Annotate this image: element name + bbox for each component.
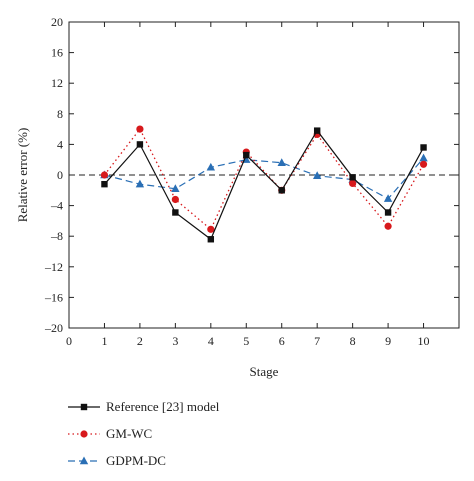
y-tick-label: –4 — [50, 199, 63, 213]
y-tick-label: 12 — [51, 76, 63, 90]
legend-item: GDPM-DC — [68, 453, 166, 468]
data-point — [420, 144, 427, 151]
data-point — [419, 160, 428, 168]
legend-label: GM-WC — [106, 426, 152, 441]
x-tick-label: 2 — [137, 334, 143, 348]
legend-label: GDPM-DC — [106, 453, 166, 468]
data-point — [206, 162, 216, 171]
data-point — [101, 180, 108, 188]
y-axis-label: Relative error (%) — [15, 128, 30, 223]
legend-marker — [80, 403, 88, 411]
y-tick-label: –8 — [50, 229, 63, 243]
x-tick-label: 6 — [279, 334, 285, 348]
x-tick-label: 7 — [314, 334, 320, 348]
data-point — [100, 171, 109, 179]
y-tick-label: 20 — [51, 15, 63, 29]
data-point — [207, 225, 215, 233]
series-1 — [100, 125, 428, 233]
y-tick-label: 4 — [57, 137, 63, 151]
data-point — [312, 171, 322, 179]
data-point — [243, 151, 250, 159]
x-axis-label: Stage — [250, 364, 279, 379]
data-point — [384, 209, 392, 216]
x-tick-label: 9 — [385, 334, 391, 348]
y-tick-label: –16 — [44, 290, 63, 304]
legend-marker — [80, 430, 88, 438]
series-layer — [100, 125, 428, 243]
data-point — [136, 125, 144, 133]
series-line — [104, 157, 424, 200]
series-line — [103, 127, 425, 231]
x-tick-label: 3 — [172, 334, 178, 348]
x-tick-label: 5 — [243, 334, 249, 348]
x-tick-label: 4 — [208, 334, 214, 348]
x-tick-label: 10 — [418, 334, 430, 348]
data-point — [207, 236, 215, 243]
data-point — [419, 153, 428, 162]
data-point — [171, 195, 179, 204]
x-axis-ticks: 0 1 2 3 4 5 6 7 8 9 10 — [66, 22, 430, 348]
data-point — [349, 174, 356, 181]
data-point — [384, 222, 392, 230]
data-point — [349, 179, 357, 188]
series-2 — [100, 153, 428, 202]
y-tick-label: –12 — [44, 260, 63, 274]
data-point — [278, 187, 285, 194]
data-point — [171, 184, 180, 192]
data-point — [383, 194, 393, 202]
data-point — [172, 209, 179, 216]
series-line — [104, 129, 425, 241]
legend-marker — [79, 456, 89, 465]
y-axis-ticks: –20 –16 –12 –8 –4 0 4 8 12 16 20 — [44, 15, 459, 335]
y-tick-label: 8 — [57, 107, 63, 121]
x-tick-label: 8 — [350, 334, 356, 348]
data-point — [313, 127, 321, 134]
y-tick-label: 16 — [51, 46, 63, 60]
legend-item: Reference [23] model — [68, 399, 220, 414]
x-tick-label: 0 — [66, 334, 72, 348]
legend-item: GM-WC — [68, 426, 152, 441]
legend-label: Reference [23] model — [106, 399, 220, 414]
x-tick-label: 1 — [101, 334, 107, 348]
y-tick-label: 0 — [57, 168, 63, 182]
data-point — [277, 158, 286, 166]
legend: Reference [23] model GM-WC GDPM-DC — [68, 399, 220, 468]
series-0 — [101, 127, 427, 243]
data-point — [136, 141, 144, 148]
y-tick-label: –20 — [44, 321, 63, 335]
data-point — [135, 179, 145, 188]
